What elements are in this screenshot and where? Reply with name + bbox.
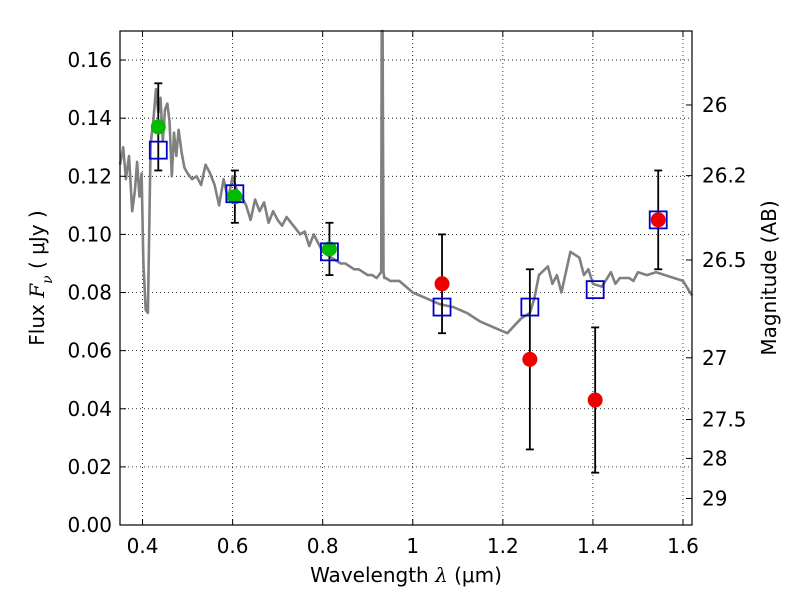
red-photometry-point [522,351,538,367]
y-tick-label: 0.04 [67,397,112,421]
green-photometry-point [321,241,337,257]
model-fluxes-point [320,242,339,262]
y-tick-label: 0.16 [67,48,112,72]
x-axis-label: Wavelength λ (μm) [310,563,502,587]
green-photometry-point [227,189,243,205]
model-fluxes-point [648,210,668,230]
x-tick-label: 1.6 [667,534,699,558]
x-tick-label: 1.2 [487,534,519,558]
x-tick-label: 1 [406,534,419,558]
x-tick-label: 0.6 [217,534,249,558]
red-photometry-point [434,276,450,292]
y-tick-label: 0.10 [67,222,112,246]
x-tick-label: 0.8 [307,534,339,558]
axis-ticks: 0.4 0.6 0.8 1 1.2 1.4 1.6 0.00 0.02 0.04 0.06 0.08 0… [67,31,747,558]
y2-tick-label: 26.5 [702,248,747,272]
x-tick-label: 1.4 [577,534,609,558]
plot-frame [119,30,693,526]
model-fluxes-point [225,184,245,204]
red-photometry-point [587,392,603,408]
y-tick-label: 0.00 [67,513,112,537]
y-tick-label: 0.06 [67,339,112,363]
y2-tick-label: 28 [702,446,727,470]
model-fluxes-point [432,297,452,317]
template-spectrum-layer [118,29,694,335]
y-tick-label: 0.02 [67,455,112,479]
red-photometry-point [650,212,666,228]
y-tick-label: 0.08 [67,281,112,305]
marker-layer [148,119,668,408]
y-axis-label: Flux Fν ( μJy ) [25,210,56,345]
x-tick-label: 0.4 [127,534,159,558]
template-spectrum-line [118,29,694,335]
model-fluxes-point [148,140,168,160]
model-fluxes-point [585,280,605,300]
y-tick-label: 0.12 [67,164,112,188]
y2-tick-label: 27 [702,346,727,370]
y2-tick-label: 26.2 [702,164,747,188]
model-fluxes-point [520,297,540,317]
y-tick-label: 0.14 [67,106,112,130]
y2-tick-label: 27.5 [702,407,747,431]
y2-tick-label: 29 [702,486,727,510]
y2-tick-label: 26 [702,93,727,117]
y2-axis-label: Magnitude (AB) [757,200,781,355]
green-photometry-point [150,119,166,135]
